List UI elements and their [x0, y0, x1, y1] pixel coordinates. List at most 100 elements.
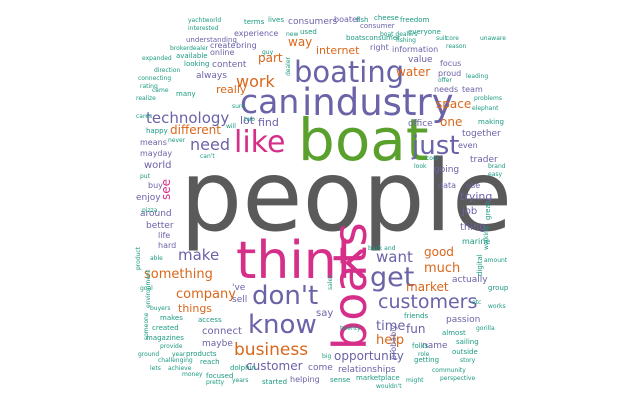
cloud-word-interested: interested [188, 25, 219, 32]
cloud-word-expanded: expanded [142, 55, 172, 62]
cloud-word-customers: customers [378, 291, 477, 313]
cloud-word-market: market [406, 280, 449, 294]
cloud-word-something: something [144, 267, 213, 282]
cloud-word-trader: trader [470, 155, 498, 165]
cloud-word-think: think [236, 231, 367, 291]
cloud-word-one: one [440, 115, 462, 129]
cloud-word-marine: marine [462, 237, 490, 246]
cloud-word-big: big [322, 353, 331, 360]
cloud-word-can: can [240, 82, 299, 121]
cloud-word-products: products [186, 350, 217, 358]
cloud-word-sell: sell [232, 295, 247, 305]
cloud-word-marketplace: marketplace [356, 374, 400, 382]
cloud-word-technology: technology [146, 109, 229, 127]
cloud-word-year: year [172, 351, 186, 358]
cloud-word-everyone: everyone [408, 28, 441, 36]
cloud-word-online: online [210, 48, 234, 57]
cloud-word-see: see [159, 179, 173, 200]
cloud-word-available: available [176, 52, 208, 60]
cloud-word-experience: experience [234, 29, 278, 38]
cloud-word-like: like [234, 125, 285, 160]
cloud-word-role: role [418, 351, 430, 358]
cloud-word-problems: problems [474, 95, 502, 102]
cloud-word-cheese: cheese [374, 14, 399, 22]
cloud-word-dealer: dealer [285, 56, 292, 76]
cloud-word-means: means [140, 138, 167, 147]
cloud-word-making: making [478, 118, 504, 126]
cloud-word-leading: leading [466, 73, 488, 80]
cloud-word-say: say [316, 308, 333, 319]
cloud-word-challenging: challenging [158, 357, 193, 364]
cloud-word-water: water [396, 65, 430, 79]
cloud-word-want: want [376, 248, 413, 266]
cloud-word-freedom: freedom [400, 16, 430, 24]
cloud-word-name: name [422, 341, 448, 351]
cloud-word-lot: lot [240, 114, 255, 127]
cloud-word-amount: amount [484, 257, 508, 264]
cloud-word-ground: ground [138, 351, 159, 358]
cloud-word-rating: rating [140, 83, 158, 90]
cloud-word-trying: trying [460, 190, 492, 203]
cloud-word-fun: fun [406, 322, 425, 336]
cloud-word-really: really [216, 83, 247, 96]
cloud-word-elephant: elephant [472, 105, 499, 112]
cloud-word-content: content [212, 60, 247, 70]
cloud-word-people: people [180, 140, 512, 254]
cloud-word-realize: realize [136, 95, 156, 102]
cloud-word-bring: bring [236, 41, 257, 50]
cloud-word-find: find [258, 116, 279, 129]
cloud-word-work: work [236, 72, 275, 91]
cloud-word-boating: boating [294, 55, 404, 89]
cloud-word-actually: actually [452, 275, 488, 285]
cloud-word-gorilla: gorilla [476, 325, 495, 332]
cloud-word-someone: someone [143, 312, 150, 340]
cloud-word-different: different [170, 123, 221, 137]
cloud-word-reach: reach [200, 358, 220, 366]
cloud-word-happy: happy [146, 127, 168, 135]
cloud-word-dont: don't [252, 281, 318, 311]
cloud-word-just: just [411, 131, 459, 161]
cloud-word-way: way [288, 35, 312, 49]
cloud-word-able: able [150, 255, 163, 262]
cloud-word-proud: proud [438, 69, 461, 78]
cloud-word-hard: hard [158, 241, 176, 250]
cloud-word-boats: boats [323, 222, 377, 350]
cloud-word-sailing: sailing [456, 338, 479, 346]
cloud-word-job: job [461, 206, 477, 217]
cloud-word-two: two [244, 116, 255, 123]
cloud-word-perspective: perspective [440, 375, 475, 382]
cloud-word-boat-dealers: boat dealers [380, 31, 418, 38]
cloud-word-pizza: pizza [142, 207, 158, 214]
cloud-word-sales: sales [327, 275, 334, 290]
cloud-word-folks: folks [412, 342, 429, 350]
cloud-word-good: good [424, 245, 454, 259]
cloud-word-look: look [414, 163, 427, 170]
cloud-word-outside: outside [452, 348, 478, 356]
cloud-word-make: make [178, 246, 219, 264]
cloud-word-friends: friends [404, 312, 428, 320]
cloud-word-community: community [432, 367, 466, 374]
cloud-word-lives: lives [268, 16, 284, 24]
cloud-word-always: always [196, 71, 227, 81]
cloud-word-passion: passion [446, 315, 480, 325]
cloud-word-create: create [210, 41, 235, 50]
cloud-word-use: use [466, 181, 480, 190]
cloud-word-brand: brand [488, 163, 506, 170]
cloud-word-buy: buy [148, 181, 163, 190]
cloud-word-unaware: unaware [480, 35, 506, 42]
cloud-word-cares: cares [136, 113, 152, 120]
cloud-word-need: need [190, 135, 230, 154]
cloud-word-value: value [408, 55, 433, 65]
cloud-word-might: might [406, 377, 424, 384]
cloud-word-space: space [436, 97, 471, 111]
cloud-word-magazines: magazines [146, 334, 184, 342]
cloud-word-fishing: fishing [396, 37, 416, 44]
cloud-word-part: part [258, 51, 283, 65]
cloud-word-help: help [376, 333, 404, 348]
cloud-word-life: life [158, 231, 170, 240]
cloud-word-consumer: consumer [360, 22, 395, 30]
cloud-word-yachtworld: yachtworld [188, 17, 221, 24]
cloud-word-understanding: understanding [186, 36, 237, 44]
cloud-word-together: together [462, 129, 501, 139]
